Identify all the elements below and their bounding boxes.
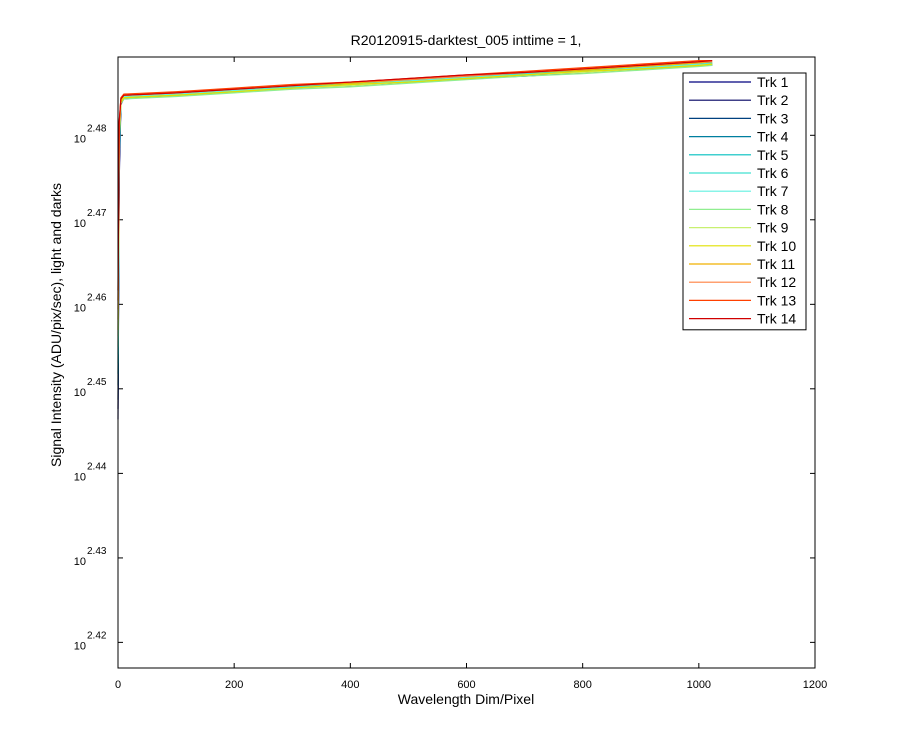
legend-label: Trk 11 [757, 256, 795, 272]
y-tick-label: 10 [74, 556, 86, 568]
legend-label: Trk 12 [757, 274, 796, 290]
data-line [117, 64, 713, 347]
x-axis-label: Wavelength Dim/Pixel [398, 691, 534, 707]
x-tick-label: 600 [457, 679, 475, 691]
y-tick-label: 10 [74, 218, 86, 230]
y-tick-exponent: 2.47 [87, 208, 107, 219]
axes-box [117, 56, 816, 669]
legend-label: Trk 7 [757, 183, 789, 199]
legend-label: Trk 4 [757, 129, 789, 145]
y-tick-exponent: 2.48 [87, 123, 107, 134]
y-tick-label: 10 [74, 133, 86, 145]
chart-title: R20120915-darktest_005 inttime = 1, [351, 32, 582, 48]
y-tick-label: 10 [74, 640, 86, 652]
legend-label: Trk 1 [757, 74, 789, 90]
y-axis-label: Signal Intensity (ADU/pix/sec), light an… [48, 183, 64, 467]
y-tick-exponent: 2.42 [87, 630, 107, 641]
legend-label: Trk 14 [757, 311, 796, 327]
x-tick-label: 200 [225, 679, 243, 691]
y-tick-exponent: 2.44 [87, 461, 107, 472]
x-tick-label: 0 [115, 679, 121, 691]
legend-label: Trk 5 [757, 147, 789, 163]
x-tick-label: 800 [573, 679, 591, 691]
y-tick-exponent: 2.43 [87, 546, 107, 557]
legend-label: Trk 2 [757, 92, 789, 108]
legend-label: Trk 8 [757, 201, 789, 217]
legend-label: Trk 13 [757, 292, 796, 308]
x-tick-label: 1200 [803, 679, 827, 691]
x-tick-label: 400 [341, 679, 359, 691]
legend-label: Trk 10 [757, 238, 796, 254]
data-line [117, 59, 713, 291]
legend-box [682, 72, 807, 331]
data-line [117, 63, 713, 330]
y-tick-exponent: 2.46 [87, 292, 107, 303]
legend-label: Trk 9 [757, 220, 789, 236]
legend-label: Trk 6 [757, 165, 789, 181]
legend-label: Trk 3 [757, 110, 789, 126]
y-tick-exponent: 2.45 [87, 377, 107, 388]
y-tick-label: 10 [74, 471, 86, 483]
y-tick-label: 10 [74, 302, 86, 314]
y-tick-label: 10 [74, 387, 86, 399]
x-tick-label: 1000 [687, 679, 711, 691]
